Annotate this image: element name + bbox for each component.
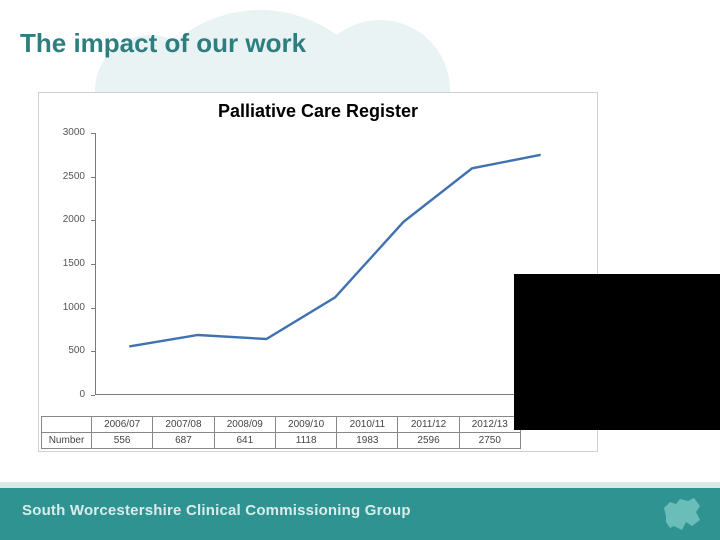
table-category-cell: 2010/11: [337, 417, 398, 433]
y-tick-label: 1500: [49, 258, 85, 269]
y-tick-label: 2500: [49, 171, 85, 182]
y-tick: [91, 395, 95, 396]
y-tick-label: 3000: [49, 127, 85, 138]
table-category-cell: 2009/10: [275, 417, 336, 433]
slide: The impact of our work Palliative Care R…: [0, 0, 720, 540]
table-row-header: Number: [42, 433, 92, 449]
table-category-cell: 2011/12: [398, 417, 459, 433]
table-category-cell: 2008/09: [214, 417, 275, 433]
footer-bar: South Worcestershire Clinical Commission…: [0, 488, 720, 540]
table-corner: [42, 417, 92, 433]
table-value-cell: 641: [214, 433, 275, 449]
table-value-cell: 2750: [459, 433, 520, 449]
chart-data-table: 2006/072007/082008/092009/102010/112011/…: [41, 416, 521, 449]
footer-map-icon: [660, 496, 702, 532]
y-tick-label: 500: [49, 345, 85, 356]
chart-plot-area: 050010001500200025003000 2006/072007/082…: [95, 133, 575, 395]
table-value-cell: 687: [153, 433, 214, 449]
footer-org-name: South Worcestershire Clinical Commission…: [22, 502, 411, 519]
table-category-cell: 2007/08: [153, 417, 214, 433]
overlay-black-box: [514, 274, 720, 430]
y-tick-label: 0: [49, 389, 85, 400]
chart-line: [95, 133, 575, 395]
slide-title: The impact of our work: [20, 28, 306, 59]
y-tick-label: 2000: [49, 214, 85, 225]
y-tick-label: 1000: [49, 302, 85, 313]
table-value-cell: 556: [91, 433, 152, 449]
table-value-cell: 1983: [337, 433, 398, 449]
chart-title: Palliative Care Register: [39, 101, 597, 122]
table-value-cell: 2596: [398, 433, 459, 449]
table-value-cell: 1118: [275, 433, 336, 449]
table-category-cell: 2006/07: [91, 417, 152, 433]
table-category-cell: 2012/13: [459, 417, 520, 433]
